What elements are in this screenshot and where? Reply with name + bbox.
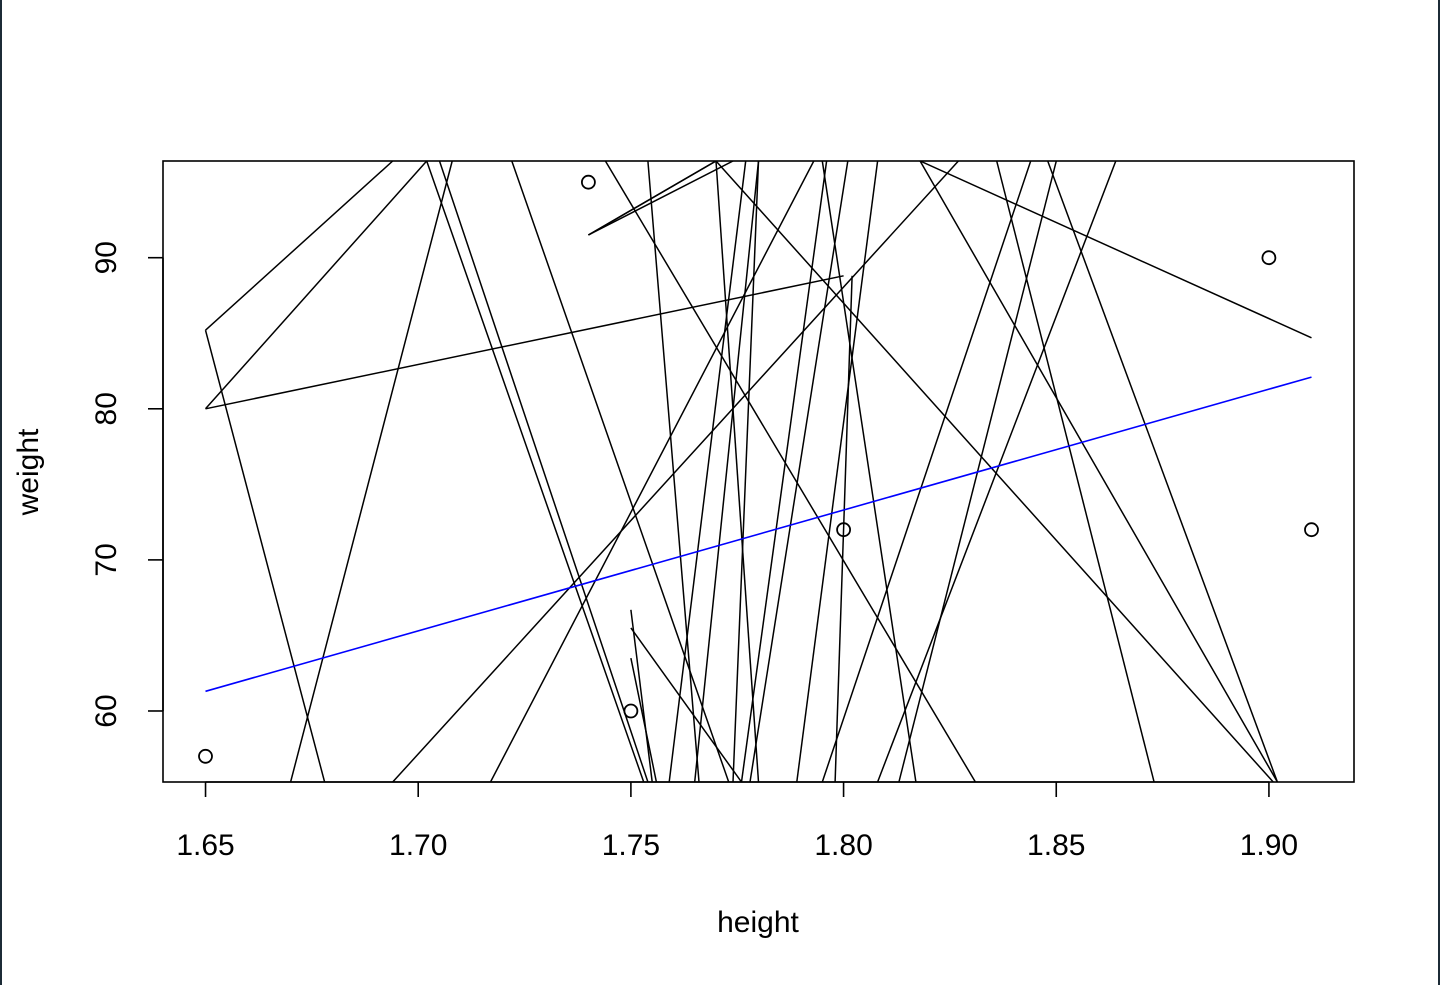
y-tick-label: 60 bbox=[90, 694, 123, 727]
x-tick-label: 1.70 bbox=[389, 829, 447, 862]
noise-line-14 bbox=[630, 627, 743, 782]
noise-line-0 bbox=[204, 330, 326, 782]
noise-line-23 bbox=[740, 161, 828, 782]
noise-line-2 bbox=[205, 275, 844, 410]
y-tick-label: 80 bbox=[90, 392, 123, 425]
noise-line-32 bbox=[919, 161, 1279, 782]
data-point-0 bbox=[198, 748, 213, 764]
x-axis: 1.65 1.70 1.75 1.80 1.85 1.90 bbox=[176, 781, 1298, 862]
noise-line-8 bbox=[489, 161, 815, 782]
x-tick-label: 1.85 bbox=[1027, 829, 1085, 862]
noise-line-11 bbox=[588, 161, 734, 236]
noise-line-31 bbox=[919, 161, 1312, 339]
regression-line bbox=[205, 376, 1312, 693]
noise-line-34 bbox=[1046, 161, 1279, 782]
noise-line-33 bbox=[995, 161, 1155, 782]
data-point-2 bbox=[623, 703, 639, 719]
noise-line-22 bbox=[732, 161, 760, 782]
noise-line-12 bbox=[588, 161, 717, 236]
noise-line-1 bbox=[204, 161, 394, 331]
noise-line-7 bbox=[438, 161, 649, 782]
data-point-4 bbox=[1261, 250, 1277, 266]
x-tick-label: 1.90 bbox=[1240, 829, 1298, 862]
data-points bbox=[198, 174, 1319, 764]
regression-line-path bbox=[205, 376, 1312, 693]
noise-line-16 bbox=[630, 657, 658, 782]
noise-line-18 bbox=[668, 161, 747, 782]
noise-line-25 bbox=[796, 161, 879, 782]
noise-line-15 bbox=[630, 609, 653, 782]
data-point-1 bbox=[581, 174, 596, 190]
noise-lines bbox=[204, 161, 1312, 782]
data-point-3 bbox=[836, 522, 851, 538]
x-tick-label: 1.75 bbox=[602, 829, 660, 862]
noise-line-21 bbox=[715, 161, 1274, 782]
y-axis: 60 70 80 90 bbox=[90, 241, 164, 728]
noise-line-17 bbox=[647, 161, 700, 782]
plot-box bbox=[162, 160, 1355, 783]
noise-line-28 bbox=[834, 275, 853, 782]
x-axis-label: height bbox=[717, 906, 799, 939]
y-tick-label: 70 bbox=[90, 543, 123, 576]
noise-line-19 bbox=[693, 161, 760, 782]
y-tick-label: 90 bbox=[90, 241, 123, 274]
noise-line-3 bbox=[204, 161, 428, 410]
y-axis-label: weight bbox=[12, 428, 45, 516]
noise-line-4 bbox=[289, 161, 453, 782]
noise-line-9 bbox=[511, 161, 730, 782]
data-point-5 bbox=[1304, 522, 1319, 538]
x-tick-label: 1.80 bbox=[814, 829, 872, 862]
noise-line-29 bbox=[876, 161, 1117, 782]
noise-line-13 bbox=[604, 161, 977, 782]
noise-line-27 bbox=[821, 161, 1032, 782]
x-tick-label: 1.65 bbox=[176, 829, 234, 862]
noise-line-24 bbox=[749, 161, 849, 782]
noise-line-6 bbox=[425, 161, 645, 782]
noise-line-20 bbox=[715, 161, 760, 782]
noise-line-26 bbox=[821, 161, 917, 782]
